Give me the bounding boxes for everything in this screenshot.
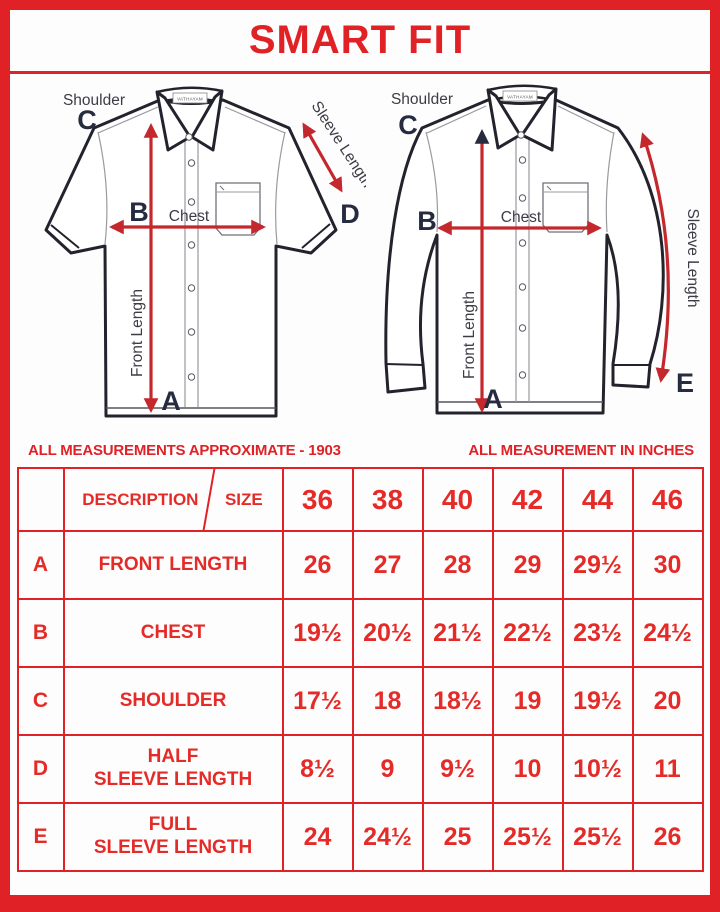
row-description: FULL SLEEVE LENGTH [62, 802, 284, 872]
table-row: A FRONT LENGTH 26 27 28 29 29½ 30 [16, 530, 704, 600]
size-value-cell: 30 [631, 530, 704, 600]
size-value-cell: 18½ [421, 666, 494, 736]
row-description: SHOULDER [62, 666, 284, 736]
size-table: DESCRIPTION SIZE 36 38 40 42 44 46 A FRO… [16, 467, 704, 872]
chest-label: Chest [169, 208, 210, 225]
note-right: ALL MEASUREMENT IN INCHES [468, 442, 694, 459]
row-description: FRONT LENGTH [62, 530, 284, 600]
size-value-cell: 29 [491, 530, 564, 600]
size-value-cell: 9 [351, 734, 424, 804]
measurement-arrows [437, 129, 671, 413]
measurement-arrows [109, 122, 343, 413]
size-column-header: 46 [631, 467, 704, 532]
size-column-header: 40 [421, 467, 494, 532]
size-value-cell: 9½ [421, 734, 494, 804]
size-value-cell: 20½ [351, 598, 424, 668]
short-sleeve-shirt-diagram: VATHAYAM Shoulder C B Chest A D Front Le… [44, 86, 366, 418]
buttons [185, 133, 196, 381]
table-row: C SHOULDER 17½ 18 18½ 19 19½ 20 [16, 666, 704, 736]
size-value-cell: 24½ [351, 802, 424, 872]
size-value-cell: 25 [421, 802, 494, 872]
size-value-cell: 8½ [281, 734, 354, 804]
table-row: B CHEST 19½ 20½ 21½ 22½ 23½ 24½ [16, 598, 704, 668]
size-value-cell: 23½ [561, 598, 634, 668]
marker-a: A [483, 384, 503, 414]
description-size-header: DESCRIPTION SIZE [62, 467, 284, 532]
size-column-header: 44 [561, 467, 634, 532]
row-description: HALF SLEEVE LENGTH [62, 734, 284, 804]
front-length-label: Front Length [129, 289, 146, 377]
size-value-cell: 28 [421, 530, 494, 600]
size-value-cell: 24 [281, 802, 354, 872]
marker-c: C [398, 110, 418, 140]
row-key: C [16, 666, 65, 736]
chest-label: Chest [501, 209, 542, 226]
size-value-cell: 17½ [281, 666, 354, 736]
size-value-cell: 22½ [491, 598, 564, 668]
chest-pocket [542, 182, 589, 233]
row-key: A [16, 530, 65, 600]
marker-a: A [161, 386, 181, 416]
marker-c: C [77, 105, 97, 135]
collar: VATHAYAM [155, 86, 224, 152]
marker-e: E [676, 368, 694, 398]
shirt-diagrams: VATHAYAM Shoulder C B Chest A D Front Le… [10, 74, 710, 436]
marker-b: B [129, 197, 149, 227]
size-column-header: 36 [281, 467, 354, 532]
brand-label: VATHAYAM [177, 97, 203, 102]
size-value-cell: 20 [631, 666, 704, 736]
row-description: CHEST [62, 598, 284, 668]
size-value-cell: 27 [351, 530, 424, 600]
size-value-cell: 19 [491, 666, 564, 736]
size-column-header: 38 [351, 467, 424, 532]
marker-b: B [417, 206, 437, 236]
size-value-cell: 26 [281, 530, 354, 600]
size-value-cell: 19½ [561, 666, 634, 736]
front-length-label: Front Length [461, 291, 478, 379]
size-value-cell: 10½ [561, 734, 634, 804]
full-sleeve-shirt-diagram: VATHAYAM Shoulder C B Chest A E Front Le… [384, 84, 701, 415]
row-key: E [16, 802, 65, 872]
size-value-cell: 25½ [561, 802, 634, 872]
shirt-outline [384, 98, 665, 415]
shoulder-label: Shoulder [63, 92, 125, 109]
row-key: B [16, 598, 65, 668]
shirt-outline [44, 98, 338, 418]
size-value-cell: 29½ [561, 530, 634, 600]
page-title: SMART FIT [248, 18, 472, 62]
description-header-label: DESCRIPTION [82, 489, 199, 509]
size-value-cell: 21½ [421, 598, 494, 668]
size-value-cell: 25½ [491, 802, 564, 872]
sleeve-length-arrow [302, 122, 343, 193]
title-divider [10, 71, 710, 74]
sleeve-length-label: Sleeve Length [684, 208, 701, 307]
size-value-cell: 26 [631, 802, 704, 872]
table-row: E FULL SLEEVE LENGTH 24 24½ 25 25½ 25½ 2… [16, 802, 704, 872]
buttons [517, 131, 527, 379]
size-value-cell: 10 [491, 734, 564, 804]
title-bar: SMART FIT [10, 10, 710, 71]
corner-empty-cell [16, 467, 65, 532]
collar: VATHAYAM [486, 84, 558, 152]
diagram-labels: Shoulder C B Chest A E Front Length Slee… [391, 91, 701, 414]
size-value-cell: 18 [351, 666, 424, 736]
table-row: D HALF SLEEVE LENGTH 8½ 9 9½ 10 10½ 11 [16, 734, 704, 804]
size-header-label: SIZE [224, 489, 263, 509]
marker-d: D [340, 199, 360, 229]
size-value-cell: 19½ [281, 598, 354, 668]
size-value-cell: 11 [631, 734, 704, 804]
sleeve-length-arrow [639, 132, 671, 383]
note-left: ALL MEASUREMENTS APPROXIMATE - 1903 [28, 442, 341, 459]
size-value-cell: 24½ [631, 598, 704, 668]
brand-label: VATHAYAM [507, 95, 533, 100]
size-column-header: 42 [491, 467, 564, 532]
shoulder-label: Shoulder [391, 91, 453, 108]
row-key: D [16, 734, 65, 804]
measurement-notes: ALL MEASUREMENTS APPROXIMATE - 1903 ALL … [10, 436, 710, 459]
table-header-row: DESCRIPTION SIZE 36 38 40 42 44 46 [16, 467, 704, 532]
